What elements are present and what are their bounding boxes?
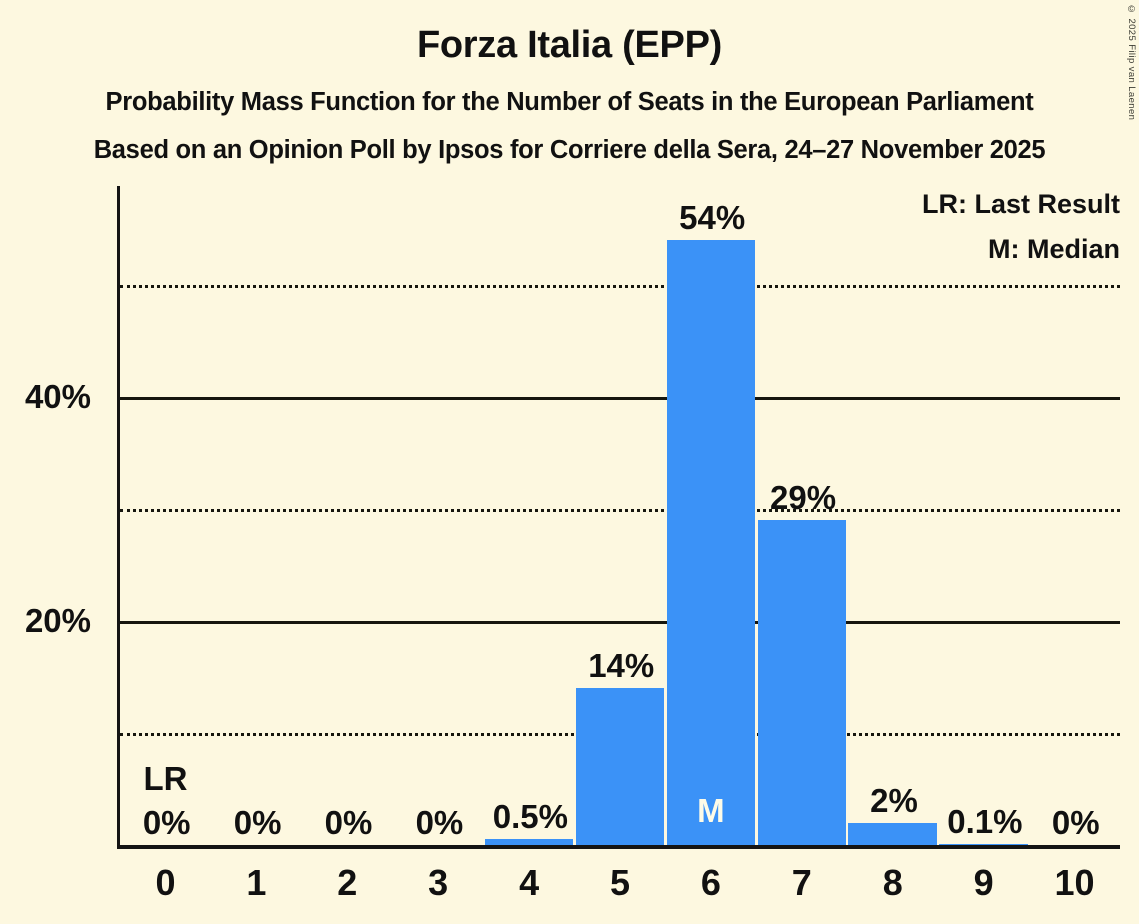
bar-4[interactable]: [484, 839, 574, 845]
x-tick-label-6: 6: [700, 862, 721, 903]
bar-8[interactable]: [848, 822, 937, 845]
x-axis-tick-labels: 0 1 2 3 4 5 6 7 8 9 10: [120, 862, 1120, 912]
bar-slot-0[interactable]: 0% LR: [121, 186, 210, 845]
x-tick-label-2: 2: [337, 862, 358, 903]
bar-value-label-3: 0%: [415, 804, 464, 841]
y-tick-label-40%: 40%: [24, 377, 91, 415]
plot-area: 20% 40% 0% LR 0% 0% 0% 0.5% 14% 54% M 29% 2% 0.1% 0%: [25, 186, 1120, 849]
x-tick-label-10: 10: [1054, 862, 1095, 903]
y-tick-label-20%: 20%: [24, 601, 91, 639]
x-tick-label-4: 4: [519, 862, 540, 903]
gridline-20: [120, 620, 1120, 624]
bar-value-label-6: 54%: [679, 198, 746, 236]
gridline-40: [120, 396, 1120, 400]
bar-value-label-7: 29%: [770, 478, 837, 516]
x-tick-label-0: 0: [155, 862, 176, 903]
bar-value-label-8: 2%: [870, 781, 918, 819]
bar-slot-5[interactable]: 14%: [575, 186, 665, 845]
bar-slot-1[interactable]: 0%: [212, 186, 301, 845]
bar-slot-2[interactable]: 0%: [303, 186, 392, 845]
bar-slot-10[interactable]: 0%: [1030, 186, 1119, 845]
x-tick-label-1: 1: [246, 862, 267, 903]
x-tick-label-5: 5: [609, 862, 630, 903]
x-tick-label-9: 9: [973, 862, 994, 903]
x-tick-label-3: 3: [428, 862, 449, 903]
last-result-marker: LR: [143, 760, 188, 797]
bar-value-label-9: 0.1%: [947, 802, 1023, 840]
y-axis-line: [117, 186, 120, 848]
legend: LR: Last Result M: Median: [922, 182, 1120, 272]
chart-subtitle: Probability Mass Function for the Number…: [105, 88, 1034, 116]
bar-slot-9[interactable]: 0.1%: [939, 186, 1028, 845]
bar-slot-3[interactable]: 0%: [394, 186, 483, 845]
legend-item-median: M: Median: [988, 234, 1120, 264]
bar-value-label-2: 0%: [324, 804, 373, 841]
bar-9[interactable]: [939, 843, 1028, 845]
x-tick-label-8: 8: [882, 862, 903, 903]
bar-value-label-10: 0%: [1051, 804, 1100, 841]
bar-slot-6[interactable]: 54% M: [666, 186, 756, 845]
bar-slot-7[interactable]: 29%: [757, 186, 847, 845]
bar-6[interactable]: [666, 239, 756, 845]
legend-item-last-result: LR: Last Result: [921, 189, 1120, 219]
median-marker: M: [697, 792, 725, 829]
bar-value-label-1: 0%: [233, 804, 282, 841]
bar-series: 0% LR 0% 0% 0% 0.5% 14% 54% M 29% 2% 0.1% 0%: [120, 186, 1120, 845]
copyright-notice: © 2025 Filip van Laenen: [1126, 4, 1137, 121]
x-tick-label-7: 7: [791, 862, 812, 903]
page-title: Forza Italia (EPP): [416, 24, 722, 66]
bar-value-label-4: 0.5%: [492, 798, 568, 836]
gridline-30: [120, 508, 1120, 512]
bar-slot-8[interactable]: 2%: [848, 186, 937, 845]
bar-5[interactable]: [575, 688, 665, 845]
chart-source-note: Based on an Opinion Poll by Ipsos for Co…: [93, 136, 1046, 164]
bar-value-label-0: 0%: [142, 804, 191, 841]
bar-7[interactable]: [757, 519, 847, 845]
gridline-50: [120, 284, 1120, 288]
bar-slot-4[interactable]: 0.5%: [484, 186, 574, 845]
x-axis-line: [117, 845, 1120, 849]
bar-value-label-5: 14%: [588, 647, 655, 685]
